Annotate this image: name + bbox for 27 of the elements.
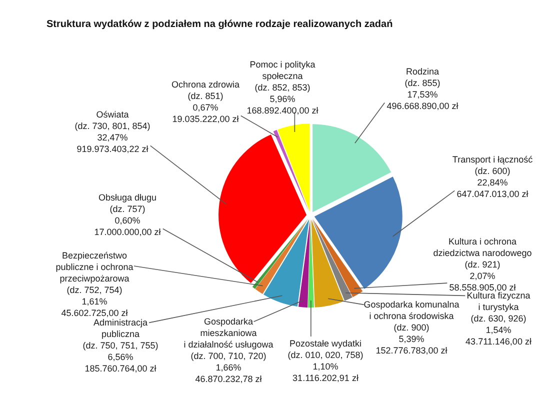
slice-label: Rodzina (dz. 855) bbox=[404, 66, 440, 88]
data-label: 0,67% 19.035.222,00 zł bbox=[172, 102, 239, 124]
slice-label: Gospodarka mieszkaniowa i działalność usługowa (dz. 700, 710, 720) bbox=[184, 316, 274, 361]
data-label: 1,10% 31.116.202,91 zł bbox=[292, 362, 358, 383]
slice-label: Bezpieczeństwo publiczne i ochrona przeciwpożarowa (dz. 752, 754) bbox=[56, 250, 134, 295]
slice-label: Ochrona zdrowia (dz. 851) bbox=[171, 80, 240, 101]
slice-label: Obsługa długu (dz. 757) bbox=[98, 192, 157, 214]
chart-title: Struktura wydatków z podziałem na główne rodzaje realizowanych zadań bbox=[46, 19, 393, 30]
data-label: 2,07% 58.558.905,00 zł bbox=[449, 271, 516, 292]
slice-label: Pomoc i polityka społeczna (dz. 852, 853) bbox=[250, 60, 316, 92]
data-label: 22,84% 647.047.013,00 zł bbox=[456, 178, 528, 199]
data-label: 5,39% 152.776.783,00 zł bbox=[376, 334, 448, 356]
data-label: 1,66% 46.870.232,78 zł bbox=[195, 362, 262, 384]
data-label: 32,47% 919.973.403,22 zł bbox=[76, 132, 148, 154]
slice-label: Administracja publiczna (dz. 750, 751, 755) bbox=[82, 318, 158, 350]
slice-label: Oświata (dz. 730, 801, 854) bbox=[74, 110, 150, 131]
data-label: 0,60% 17.000.000,00 zł bbox=[94, 216, 161, 237]
slice-label: Pozostałe wydatki (dz. 010, 020, 758) bbox=[288, 338, 364, 360]
data-label: 1,54% 43.711.146,00 zł bbox=[466, 325, 532, 346]
slice-label: Kultura fizyczna i turystyka (dz. 630, 926) bbox=[466, 290, 530, 324]
data-label: 6,56% 185.760.764,00 zł bbox=[84, 352, 156, 374]
slice-label: Gospodarka komunalna i ochrona środowiska (dz. 900) bbox=[364, 300, 460, 332]
data-label: 5,96% 168.892.400,00 zł bbox=[246, 94, 318, 116]
slice-label: Transport i łączność (dz. 600) bbox=[452, 154, 534, 176]
data-label: 17,53% 496.668.890,00 zł bbox=[386, 90, 458, 111]
data-label: 1,61% 45.602.725,00 zł bbox=[61, 296, 128, 318]
slice-label: Kultura i ochrona dziedzictwa narodowego (dz. 921) bbox=[433, 236, 532, 270]
